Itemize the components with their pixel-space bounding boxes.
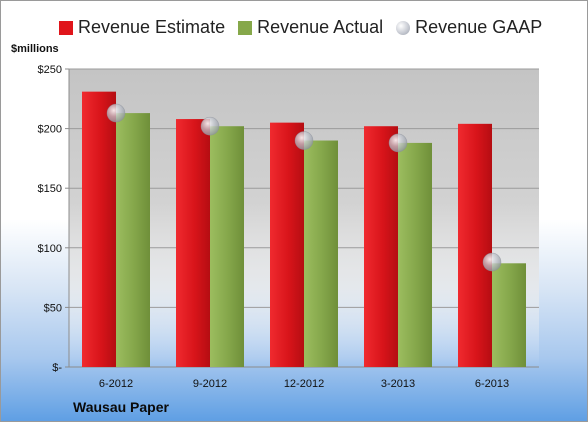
y-tick-label: $- bbox=[52, 362, 62, 374]
marker-revenue-gaap bbox=[388, 133, 408, 153]
legend-label-revenue-estimate: Revenue Estimate bbox=[78, 17, 226, 37]
legend-swatch-revenue-estimate bbox=[59, 20, 73, 35]
y-tick-label: $150 bbox=[38, 183, 62, 195]
y-tick-label: $50 bbox=[44, 302, 62, 314]
legend-item-revenue-gaap: Revenue GAAP bbox=[396, 17, 542, 38]
x-tick-label: 12-2012 bbox=[284, 378, 324, 390]
legend-item-revenue-estimate: Revenue Estimate bbox=[59, 17, 225, 38]
bar-revenue-estimate bbox=[364, 126, 398, 367]
x-tick-label: 9-2012 bbox=[193, 378, 227, 390]
x-tick-label: 6-2012 bbox=[99, 378, 133, 390]
x-tick-label: 3-2013 bbox=[381, 378, 415, 390]
marker-revenue-gaap bbox=[294, 131, 314, 150]
marker-revenue-gaap bbox=[482, 252, 502, 272]
legend-item-revenue-actual: Revenue Actual bbox=[238, 17, 383, 38]
y-tick-label: $250 bbox=[38, 64, 62, 76]
y-axis-unit-label: $millions bbox=[11, 43, 59, 55]
legend-swatch-revenue-actual bbox=[238, 20, 253, 35]
bar-revenue-actual bbox=[492, 263, 526, 367]
bar-revenue-estimate bbox=[270, 122, 304, 367]
legend-swatch-revenue-gaap bbox=[396, 20, 411, 35]
legend-label-revenue-gaap: Revenue GAAP bbox=[415, 17, 543, 37]
bar-revenue-estimate bbox=[176, 119, 210, 368]
y-tick-label: $200 bbox=[38, 124, 62, 136]
legend-label-revenue-actual: Revenue Actual bbox=[257, 17, 384, 37]
marker-revenue-gaap bbox=[200, 116, 220, 136]
y-tick-label: $100 bbox=[38, 243, 62, 255]
bar-revenue-actual bbox=[116, 113, 150, 367]
bar-revenue-actual bbox=[398, 142, 432, 367]
x-tick-label: 6-2013 bbox=[475, 378, 509, 390]
bar-revenue-estimate bbox=[458, 123, 492, 367]
marker-revenue-gaap bbox=[106, 103, 126, 123]
company-name: Wausau Paper bbox=[73, 399, 169, 415]
legend: Revenue Estimate Revenue Actual Revenue … bbox=[59, 17, 555, 38]
bar-revenue-actual bbox=[304, 140, 338, 367]
bar-revenue-actual bbox=[210, 126, 244, 367]
bar-revenue-estimate bbox=[82, 91, 116, 367]
